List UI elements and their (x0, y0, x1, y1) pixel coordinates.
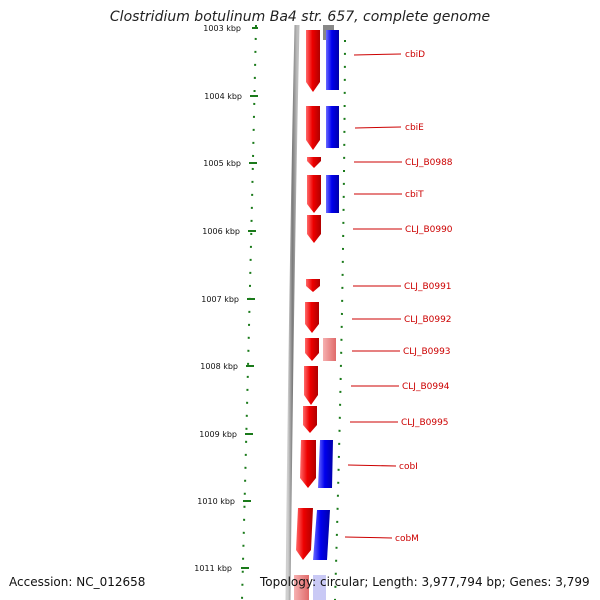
backbone-arc (285, 24, 300, 600)
cds-cbiE[interactable] (306, 106, 320, 150)
cds-cbiD[interactable] (306, 30, 320, 92)
gene-label-CLJ_B0991[interactable]: CLJ_B0991 (404, 282, 452, 292)
gene-label-cbiT[interactable]: cbiT (405, 190, 424, 200)
rev-cobM[interactable] (313, 510, 330, 560)
rev-cbiT[interactable] (326, 175, 339, 213)
cds-cbiT[interactable] (307, 175, 321, 213)
tick-label-1008: 1008 kbp (200, 362, 238, 371)
gene-label-CLJ_B0993[interactable]: CLJ_B0993 (403, 347, 451, 357)
gene-label-cobI[interactable]: cobI (399, 462, 418, 472)
tick-label-1007: 1007 kbp (201, 295, 239, 304)
rev-cbiE[interactable] (326, 106, 339, 148)
gene-label-cbiE[interactable]: cbiE (405, 123, 424, 133)
gene-label-CLJ_B0990[interactable]: CLJ_B0990 (405, 225, 453, 235)
tick-label-1009: 1009 kbp (199, 430, 237, 439)
rev-cobI[interactable] (318, 440, 333, 488)
map-title: Clostridium botulinum Ba4 str. 657, comp… (109, 9, 491, 25)
cds-cobM[interactable] (296, 508, 313, 560)
tick-marks (241, 27, 258, 569)
accession-text: Accession: NC_012658 (9, 575, 146, 589)
cds-bottom-partial (294, 575, 309, 600)
tick-label-1003: 1003 kbp (203, 24, 241, 33)
gene-label-CLJ_B0994[interactable]: CLJ_B0994 (402, 382, 450, 392)
cds-CLJ_B0994[interactable] (304, 366, 318, 405)
gene-label-CLJ_B0992[interactable]: CLJ_B0992 (404, 315, 452, 325)
inner-dotted-ring (241, 24, 257, 600)
leader-lines (344, 53, 402, 539)
rev-cbiD[interactable] (326, 30, 339, 90)
tick-label-1005: 1005 kbp (203, 159, 241, 168)
cds-cobI[interactable] (300, 440, 316, 488)
topology-text: Topology: circular; Length: 3,977,794 bp… (260, 575, 590, 589)
tick-label-1006: 1006 kbp (202, 227, 240, 236)
gene-label-cbiD[interactable]: cbiD (405, 50, 425, 60)
cds-CLJ_B0992[interactable] (305, 302, 319, 333)
tick-label-1011: 1011 kbp (194, 564, 232, 573)
gene-label-cobM[interactable]: cobM (395, 534, 419, 544)
cds-CLJ_B0990[interactable] (307, 215, 321, 243)
rev-CLJ_B0993[interactable] (323, 338, 336, 361)
cds-CLJ_B0995[interactable] (303, 406, 317, 433)
cds-features (294, 30, 339, 600)
cds-CLJ_B0988[interactable] (307, 157, 321, 168)
cds-CLJ_B0991[interactable] (306, 279, 320, 292)
gene-label-CLJ_B0995[interactable]: CLJ_B0995 (401, 418, 449, 428)
rev-bottom-partial (313, 575, 326, 600)
gene-label-CLJ_B0988[interactable]: CLJ_B0988 (405, 158, 453, 168)
tick-label-1010: 1010 kbp (197, 497, 235, 506)
cds-CLJ_B0993[interactable] (305, 338, 319, 361)
tick-label-1004: 1004 kbp (204, 92, 242, 101)
